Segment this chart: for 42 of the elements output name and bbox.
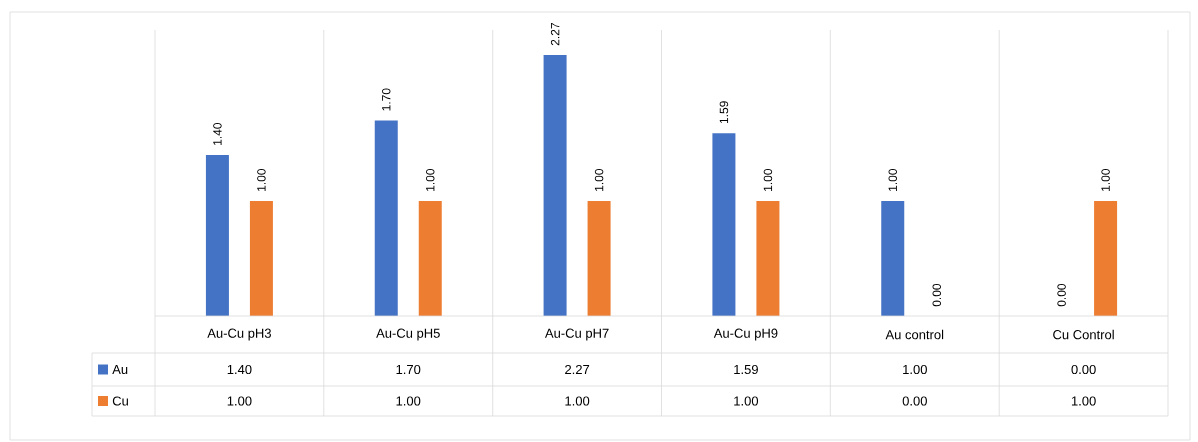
data-label: 1.59 bbox=[734, 364, 758, 375]
bar bbox=[712, 133, 736, 316]
x-tick-label: Au control bbox=[885, 329, 944, 340]
data-label: 1.00 bbox=[903, 364, 927, 375]
text: 1.70 bbox=[382, 88, 391, 111]
data-label: 1.70 bbox=[396, 364, 421, 375]
text: 2.27 bbox=[550, 23, 560, 46]
data-label: 1.40 bbox=[227, 364, 252, 375]
text: 0.00 bbox=[1057, 283, 1066, 307]
text: 0.00 bbox=[932, 283, 941, 307]
bar bbox=[374, 120, 398, 316]
x-tick-label: Cu Control bbox=[1053, 329, 1114, 340]
text: 1.00 bbox=[426, 168, 435, 191]
legend-label: Au bbox=[112, 364, 128, 375]
x-tick-label: Au-Cu pH9 bbox=[713, 328, 778, 341]
bar bbox=[587, 201, 611, 316]
text: 1.59 bbox=[719, 101, 729, 124]
text: 1.00 bbox=[1101, 168, 1110, 191]
data-label: 1.00 bbox=[1071, 396, 1096, 406]
text: 1.40 bbox=[213, 122, 222, 145]
data-label: 1.00 bbox=[396, 396, 421, 406]
bar bbox=[418, 201, 442, 316]
bar bbox=[756, 201, 780, 316]
bar bbox=[1094, 201, 1118, 316]
data-label: 2.27 bbox=[565, 364, 590, 375]
data-label: 0.00 bbox=[902, 396, 927, 406]
bar bbox=[205, 155, 229, 316]
text: 1.00 bbox=[763, 168, 773, 191]
text: 1.00 bbox=[257, 168, 266, 191]
x-tick-label: Au-Cu pH7 bbox=[544, 328, 609, 341]
text: 1.00 bbox=[888, 168, 898, 191]
data-label: 1.00 bbox=[227, 396, 252, 406]
bar bbox=[249, 201, 273, 316]
data-label: 1.00 bbox=[565, 396, 590, 406]
x-tick-label: Au-Cu pH3 bbox=[207, 328, 271, 341]
bar bbox=[881, 201, 905, 316]
legend-label: Cu bbox=[112, 396, 128, 406]
x-tick-label: Au-Cu pH5 bbox=[376, 328, 440, 341]
bar bbox=[543, 55, 567, 316]
data-label: 0.00 bbox=[1071, 364, 1096, 375]
data-label: 1.00 bbox=[734, 396, 759, 406]
text: 1.00 bbox=[594, 168, 604, 191]
